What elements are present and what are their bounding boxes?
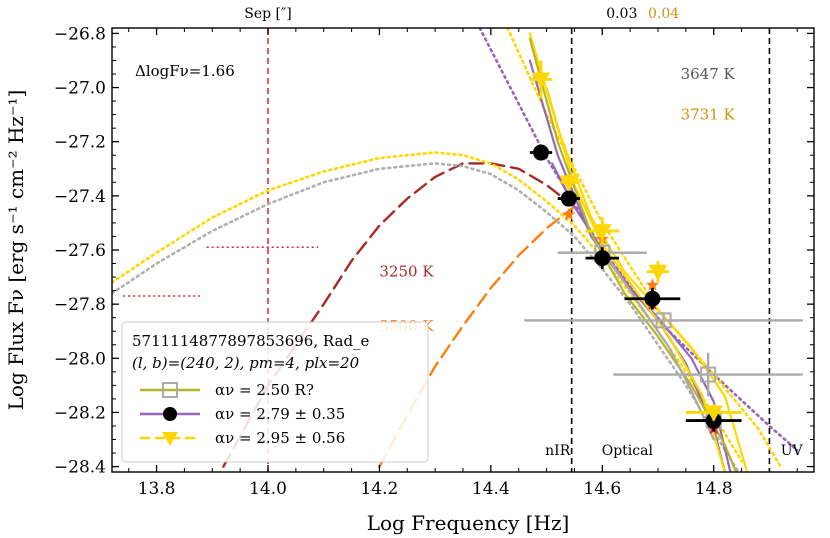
data-point (700, 366, 717, 383)
x-tick-label: 13.8 (138, 479, 176, 499)
x-tick-label: 14.0 (249, 479, 287, 499)
data-point (533, 144, 549, 161)
legend-entry-2: αν = 2.95 ± 0.56 (140, 429, 345, 447)
blackbody-curve-3 (112, 162, 740, 472)
x-tick-label: 14.4 (472, 479, 510, 499)
data-point (593, 224, 612, 241)
data-point (531, 72, 551, 89)
legend-label: αν = 2.50 R? (215, 381, 314, 399)
top-axis-value-black: 0.03 (606, 6, 637, 22)
x-tick-label: 14.8 (695, 479, 733, 499)
y-tick-label: −27.2 (54, 133, 106, 153)
legend-entry-0: αν = 2.50 R? (140, 381, 314, 399)
y-tick-label: −28.2 (54, 403, 106, 423)
band-label-optical: Optical (602, 443, 654, 459)
y-axis-label: Log Flux Fν [erg s⁻¹ cm⁻² Hz⁻¹] (4, 90, 28, 411)
band-label-uv: UV (781, 443, 804, 459)
top-axis-label: Sep [″] (244, 6, 291, 22)
powerlaw-curve-7 (601, 248, 715, 441)
blackbody-curve-0 (222, 162, 576, 468)
y-tick-label: −28.4 (54, 458, 106, 478)
data-point (594, 250, 611, 267)
temperature-label-3731: 3731 K (681, 106, 736, 124)
series-black-circles (529, 144, 742, 432)
data-point (648, 264, 668, 281)
legend-label: αν = 2.79 ± 0.35 (215, 405, 345, 423)
legend-marker (161, 431, 179, 447)
y-tick-label: −27.8 (54, 295, 106, 315)
y-tick-label: −27.4 (54, 187, 106, 207)
y-tick-label: −26.8 (54, 24, 106, 44)
band-label-nir: nIR (545, 443, 571, 459)
legend-marker (163, 407, 177, 421)
data-point (562, 207, 576, 221)
y-tick-label: −28.0 (54, 349, 106, 369)
data-point (644, 290, 661, 307)
y-tick-label: −27.0 (54, 79, 106, 99)
blackbody-curve-2 (112, 151, 743, 463)
legend-marker (162, 382, 178, 398)
temperature-label-3647: 3647 K (681, 65, 736, 83)
data-point (559, 175, 579, 192)
powerlaw-curve-6 (528, 37, 738, 472)
top-axis-value-gold: 0.04 (648, 6, 679, 22)
y-tick-label: −27.6 (54, 241, 106, 261)
series-yellow-triangles (529, 60, 742, 422)
legend: 5711114877897853696, Rad_e (l, b)=(240, … (121, 321, 429, 463)
data-point (655, 312, 672, 329)
legend-entry-1: αν = 2.79 ± 0.35 (140, 405, 345, 423)
data-point (704, 405, 723, 422)
temperature-label-3250: 3250 K (379, 263, 434, 281)
delta-flux-label: ΔlogFν=1.66 (135, 62, 235, 80)
x-tick-label: 14.6 (583, 479, 621, 499)
x-tick-label: 14.2 (360, 479, 398, 499)
legend-title-source: 5711114877897853696, Rad_e (132, 332, 370, 350)
legend-title-coords: (l, b)=(240, 2), pm=4, plx=20 (132, 354, 360, 372)
data-point (645, 278, 660, 291)
data-point (560, 190, 577, 207)
legend-label: αν = 2.95 ± 0.56 (215, 429, 345, 447)
x-axis-label: Log Frequency [Hz] (367, 511, 570, 535)
legend-box (121, 321, 429, 463)
